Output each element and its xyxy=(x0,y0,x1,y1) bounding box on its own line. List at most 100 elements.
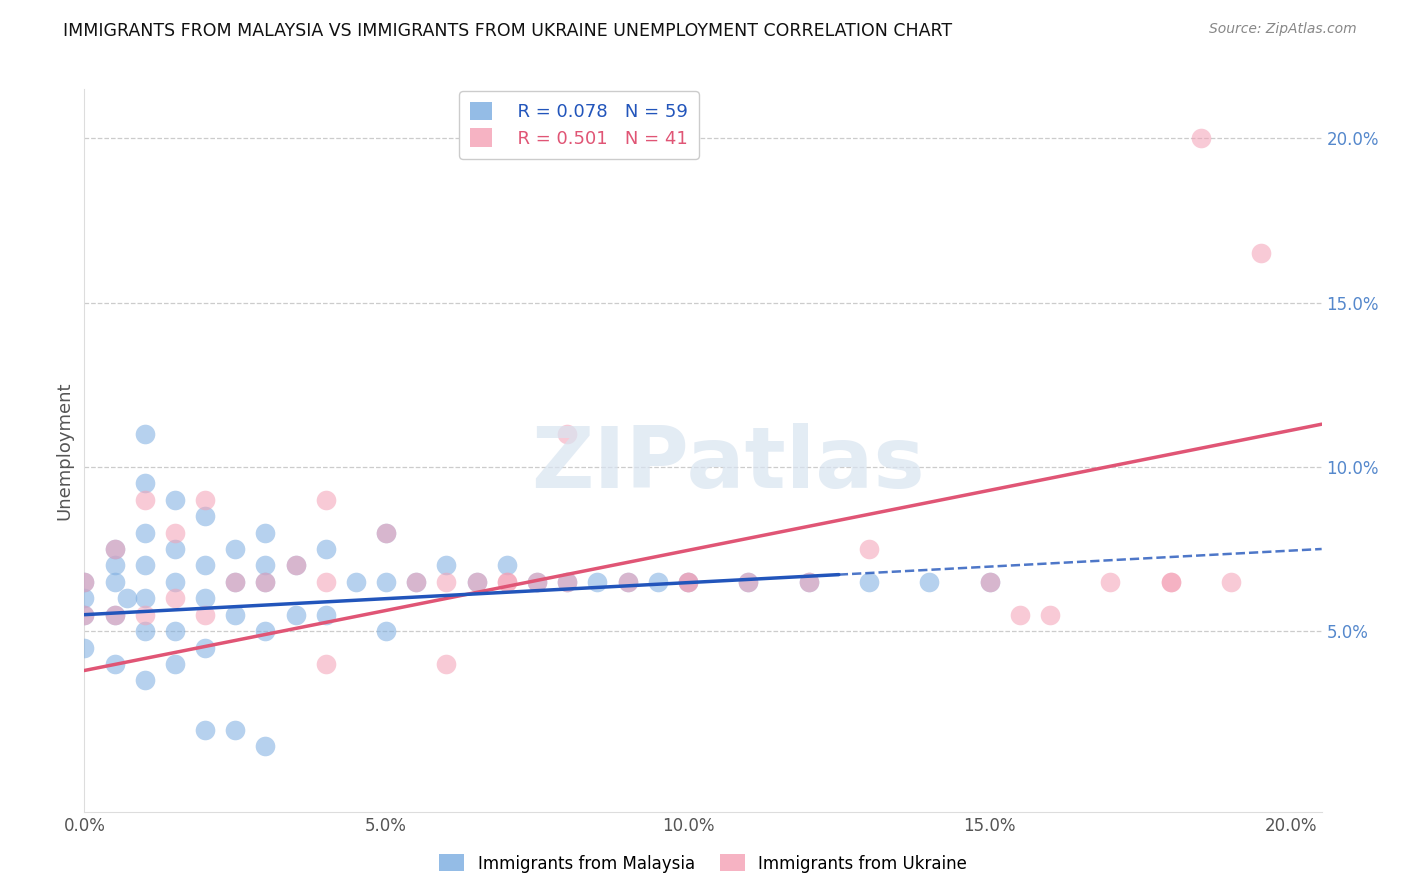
Point xyxy=(134,427,156,442)
Point xyxy=(555,427,578,442)
Point xyxy=(103,558,125,573)
Point xyxy=(858,574,880,589)
Point xyxy=(224,723,246,737)
Point xyxy=(254,574,277,589)
Point xyxy=(194,509,217,524)
Point xyxy=(555,574,578,589)
Point xyxy=(103,541,125,556)
Point xyxy=(375,624,398,639)
Point xyxy=(163,624,186,639)
Point xyxy=(134,558,156,573)
Point xyxy=(1160,574,1182,589)
Point xyxy=(163,574,186,589)
Point xyxy=(465,574,488,589)
Point xyxy=(254,624,277,639)
Point xyxy=(163,492,186,507)
Point xyxy=(115,591,138,606)
Point xyxy=(284,558,307,573)
Point xyxy=(103,541,125,556)
Legend: Immigrants from Malaysia, Immigrants from Ukraine: Immigrants from Malaysia, Immigrants fro… xyxy=(433,847,973,880)
Point xyxy=(1160,574,1182,589)
Point xyxy=(134,673,156,688)
Point xyxy=(797,574,820,589)
Point xyxy=(405,574,427,589)
Point xyxy=(1039,607,1062,622)
Point xyxy=(797,574,820,589)
Point xyxy=(103,607,125,622)
Point xyxy=(737,574,759,589)
Point xyxy=(737,574,759,589)
Point xyxy=(586,574,609,589)
Point xyxy=(73,591,96,606)
Point xyxy=(163,657,186,671)
Point xyxy=(134,624,156,639)
Point xyxy=(103,657,125,671)
Point xyxy=(134,607,156,622)
Point xyxy=(465,574,488,589)
Y-axis label: Unemployment: Unemployment xyxy=(55,381,73,520)
Point xyxy=(194,558,217,573)
Point xyxy=(73,607,96,622)
Point xyxy=(194,640,217,655)
Point xyxy=(134,591,156,606)
Point xyxy=(224,541,246,556)
Point xyxy=(284,607,307,622)
Point xyxy=(103,574,125,589)
Point xyxy=(254,525,277,540)
Point xyxy=(918,574,941,589)
Point xyxy=(616,574,638,589)
Point xyxy=(134,476,156,491)
Point xyxy=(375,525,398,540)
Point xyxy=(254,558,277,573)
Point xyxy=(194,723,217,737)
Point xyxy=(555,574,578,589)
Point xyxy=(194,607,217,622)
Point xyxy=(73,574,96,589)
Point xyxy=(676,574,699,589)
Point xyxy=(315,607,337,622)
Point xyxy=(1099,574,1122,589)
Point xyxy=(436,558,458,573)
Point xyxy=(616,574,638,589)
Text: IMMIGRANTS FROM MALAYSIA VS IMMIGRANTS FROM UKRAINE UNEMPLOYMENT CORRELATION CHA: IMMIGRANTS FROM MALAYSIA VS IMMIGRANTS F… xyxy=(63,22,952,40)
Point xyxy=(344,574,367,589)
Point xyxy=(858,541,880,556)
Point xyxy=(73,574,96,589)
Point xyxy=(163,541,186,556)
Point xyxy=(284,558,307,573)
Point xyxy=(194,492,217,507)
Legend:   R = 0.078   N = 59,   R = 0.501   N = 41: R = 0.078 N = 59, R = 0.501 N = 41 xyxy=(460,91,699,159)
Point xyxy=(526,574,548,589)
Point xyxy=(134,525,156,540)
Point xyxy=(103,607,125,622)
Point xyxy=(979,574,1001,589)
Point xyxy=(979,574,1001,589)
Point xyxy=(526,574,548,589)
Point xyxy=(375,525,398,540)
Point xyxy=(73,607,96,622)
Point xyxy=(676,574,699,589)
Point xyxy=(315,492,337,507)
Point xyxy=(1220,574,1243,589)
Point xyxy=(676,574,699,589)
Point xyxy=(495,574,517,589)
Point xyxy=(224,574,246,589)
Point xyxy=(375,574,398,589)
Point xyxy=(315,574,337,589)
Point xyxy=(1189,131,1212,145)
Point xyxy=(647,574,669,589)
Point xyxy=(495,558,517,573)
Point xyxy=(254,574,277,589)
Point xyxy=(315,541,337,556)
Point xyxy=(194,591,217,606)
Text: ZIPatlas: ZIPatlas xyxy=(531,424,925,507)
Point xyxy=(224,607,246,622)
Text: Source: ZipAtlas.com: Source: ZipAtlas.com xyxy=(1209,22,1357,37)
Point xyxy=(436,574,458,589)
Point xyxy=(436,657,458,671)
Point xyxy=(315,657,337,671)
Point xyxy=(134,492,156,507)
Point xyxy=(405,574,427,589)
Point xyxy=(254,739,277,753)
Point xyxy=(1008,607,1031,622)
